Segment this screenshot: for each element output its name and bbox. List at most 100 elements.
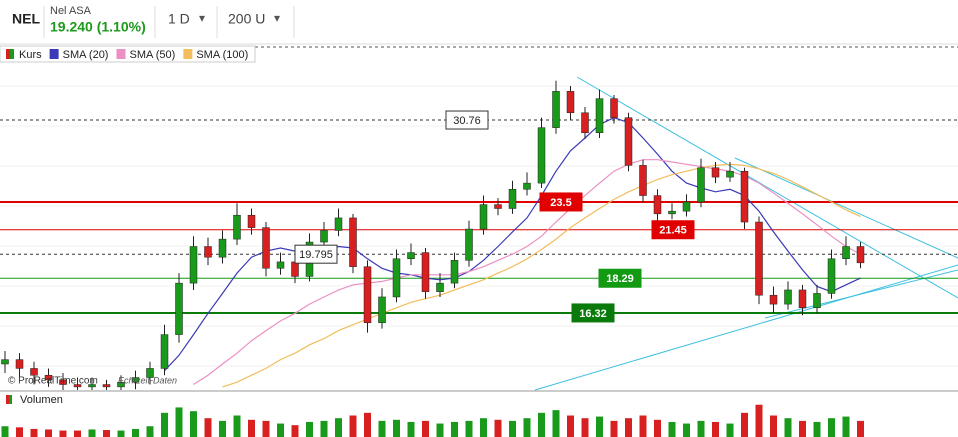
volume-label: Volumen [20, 394, 63, 406]
volume-bar [784, 418, 792, 437]
legend: Kurs SMA (20) SMA (50) SMA (100) [0, 45, 256, 63]
volume-bar [262, 420, 270, 437]
candle-body [639, 165, 647, 196]
volume-bar [161, 412, 168, 437]
dropdown-arrow[interactable]: ▾ [199, 11, 205, 25]
candle-body [798, 289, 807, 309]
candle-body [682, 201, 691, 212]
volume-bar [610, 420, 618, 437]
volume-bar [538, 412, 545, 437]
volume-bar [451, 421, 458, 437]
volume-bar [16, 427, 23, 437]
volume-bar [175, 407, 183, 437]
volume-bar [799, 420, 806, 437]
volume-bar [103, 430, 110, 437]
volume-bar [625, 418, 632, 437]
volume-bar [741, 412, 748, 437]
volume-bar [277, 423, 284, 437]
candle-body [624, 117, 633, 166]
volume-bar [364, 412, 371, 437]
volume-bar [219, 420, 226, 437]
volume-bar [480, 418, 487, 437]
level-label: 21.45 [659, 225, 687, 237]
symbol[interactable]: NEL [12, 11, 40, 27]
volume-bar [422, 420, 429, 437]
candle-body [856, 246, 865, 264]
candle-body [131, 377, 140, 383]
volume-bar [45, 429, 52, 437]
candle-body [59, 379, 67, 385]
volume-bar [567, 415, 574, 437]
grid [0, 85, 958, 367]
level-label-box [651, 220, 695, 240]
volume-bar [813, 421, 821, 437]
legend-label: SMA (100) [196, 49, 248, 61]
candle-body [204, 246, 212, 258]
volume-bar [654, 419, 661, 437]
legend-label: Kurs [19, 49, 42, 61]
watermark: © ProRealTime.com [8, 376, 98, 387]
volume-bar [407, 421, 415, 437]
price-panel [0, 80, 958, 390]
candle-body [610, 98, 618, 118]
candle-body [218, 238, 227, 258]
candle-body [262, 227, 270, 269]
legend-icon [183, 49, 193, 59]
volume-bar [1, 426, 9, 437]
candle-body [88, 384, 96, 388]
volume-bar [30, 428, 38, 437]
trend-line [576, 76, 958, 299]
legend-label: SMA (50) [129, 49, 175, 61]
candle-body [44, 374, 53, 381]
trend-line [764, 269, 958, 319]
candle-body [276, 261, 285, 269]
volume-bar [378, 420, 386, 437]
volume-bar [204, 418, 212, 437]
candle-body [523, 182, 531, 190]
candle-body [175, 282, 183, 335]
level-label: 23.5 [550, 197, 571, 209]
interval[interactable]: 1 D [168, 11, 190, 27]
volume-bar [117, 430, 125, 437]
candle-body [494, 204, 502, 209]
candle-body [378, 296, 386, 324]
volume-bar [683, 423, 690, 437]
volume-bar [523, 418, 531, 437]
volume-bar [755, 404, 763, 437]
level-label: 16.32 [579, 308, 607, 320]
volume-bar [697, 420, 705, 437]
candle-body [697, 167, 705, 203]
sma-line [222, 163, 861, 388]
legend-icon [10, 49, 14, 59]
units[interactable]: 200 U [228, 11, 265, 27]
candle-body [233, 214, 241, 240]
instrument-name: Nel ASA [50, 5, 92, 17]
candle-body [436, 282, 444, 292]
trend-line [734, 157, 958, 259]
candle-body [334, 217, 343, 231]
volume-bar [88, 429, 96, 437]
volume-bar [291, 425, 299, 437]
level-label-box [539, 192, 583, 212]
candle-body [827, 258, 836, 294]
quote: 19.240 (1.10%) [50, 19, 146, 35]
candle-body [566, 91, 575, 114]
volume-bar [132, 428, 139, 437]
volume-bar [828, 418, 835, 437]
level-label: 19.795 [299, 249, 333, 261]
candle-body [479, 204, 488, 230]
legend-icon [116, 49, 126, 59]
legend-label: SMA (20) [63, 49, 109, 61]
volume-bar [552, 410, 560, 437]
trend-line [534, 264, 958, 391]
dropdown-arrow[interactable]: ▾ [274, 11, 280, 25]
volume-bar [393, 419, 400, 437]
candle-body [711, 167, 720, 178]
volume-bar [335, 418, 342, 437]
candle-body [117, 381, 125, 388]
legend-icon [49, 49, 59, 59]
candle-body [1, 359, 9, 365]
volume-bar [668, 421, 676, 437]
candle-body [653, 195, 662, 215]
volume-bar [320, 420, 328, 437]
